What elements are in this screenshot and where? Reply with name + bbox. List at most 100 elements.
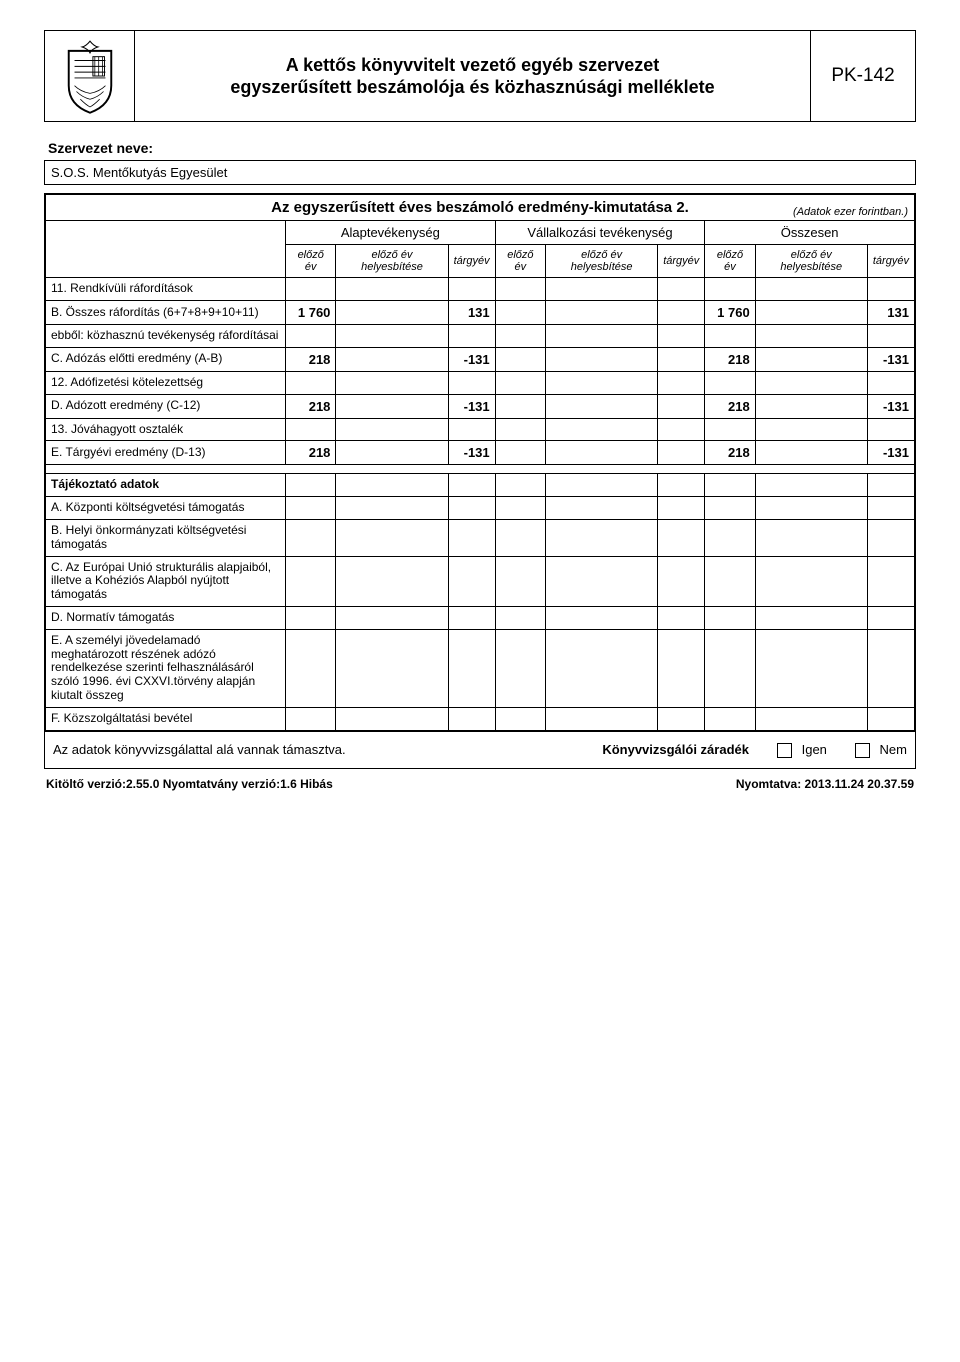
checkbox-icon[interactable] <box>777 743 792 758</box>
row-label: A. Központi költségvetési támogatás <box>46 497 286 520</box>
footer-right: Nyomtatva: 2013.11.24 20.37.59 <box>736 777 914 791</box>
cell-value <box>705 418 755 441</box>
table-title-cell: Az egyszerűsített éves beszámoló eredmén… <box>46 195 915 221</box>
cell-value <box>286 629 336 707</box>
cell-value <box>336 418 448 441</box>
table-row: C. Az Európai Unió strukturális alapjaib… <box>46 556 915 606</box>
cell-value <box>448 606 495 629</box>
row-label: E. A személyi jövedelamadó meghatározott… <box>46 629 286 707</box>
cell-value <box>495 300 545 324</box>
col-6: tárgyév <box>658 245 705 278</box>
cell-value <box>658 629 705 707</box>
cell-value <box>286 606 336 629</box>
cell-value <box>495 394 545 418</box>
cell-value <box>546 418 658 441</box>
table-row: D. Adózott eredmény (C-12)218-131218-131 <box>46 394 915 418</box>
cell-value <box>546 300 658 324</box>
cell-value <box>658 556 705 606</box>
section-info-label: Tájékoztató adatok <box>46 474 286 497</box>
row-label: C. Adózás előtti eredmény (A-B) <box>46 347 286 371</box>
org-name-value: S.O.S. Mentőkutyás Egyesület <box>44 160 916 185</box>
cell-value <box>867 519 914 556</box>
cell-value <box>546 347 658 371</box>
cell-value <box>495 606 545 629</box>
audit-heading: Könyvvizsgálói záradék <box>602 742 749 757</box>
cell-value <box>336 629 448 707</box>
cell-value: -131 <box>448 347 495 371</box>
cell-value <box>755 556 867 606</box>
row-label: D. Normatív támogatás <box>46 606 286 629</box>
cell-value <box>705 629 755 707</box>
cell-value <box>546 324 658 347</box>
cell-value <box>546 394 658 418</box>
cell-value <box>755 629 867 707</box>
table-row: 11. Rendkívüli ráfordítások <box>46 278 915 301</box>
cell-value: 131 <box>867 300 914 324</box>
cell-value <box>705 278 755 301</box>
cell-value <box>867 556 914 606</box>
cell-value <box>336 300 448 324</box>
cell-value <box>705 324 755 347</box>
cell-value <box>546 497 658 520</box>
cell-value <box>448 629 495 707</box>
cell-value <box>495 347 545 371</box>
cell-value <box>705 707 755 730</box>
cell-value: 218 <box>705 347 755 371</box>
cell-value <box>867 497 914 520</box>
cell-value <box>448 371 495 394</box>
table-row: B. Helyi önkormányzati költségvetési tám… <box>46 519 915 556</box>
col-3: tárgyév <box>448 245 495 278</box>
cell-value <box>336 707 448 730</box>
row-label: B. Összes ráfordítás (6+7+8+9+10+11) <box>46 300 286 324</box>
cell-value: -131 <box>448 441 495 465</box>
col-7: előző év <box>705 245 755 278</box>
results-table-wrap: Az egyszerűsített éves beszámoló eredmén… <box>44 193 916 769</box>
cell-value <box>336 519 448 556</box>
cell-value <box>448 278 495 301</box>
title-line2: egyszerűsített beszámolója és közhasznús… <box>230 77 714 97</box>
cell-value <box>755 278 867 301</box>
row-label: 11. Rendkívüli ráfordítások <box>46 278 286 301</box>
cell-value <box>755 497 867 520</box>
cell-value <box>867 418 914 441</box>
table-row: C. Adózás előtti eredmény (A-B)218-13121… <box>46 347 915 371</box>
audit-yes-option: Igen <box>777 742 827 758</box>
cell-value <box>448 556 495 606</box>
table-row: F. Közszolgáltatási bevétel <box>46 707 915 730</box>
col-5: előző év helyesbítése <box>546 245 658 278</box>
cell-value <box>286 371 336 394</box>
cell-value <box>867 371 914 394</box>
col-8: előző év helyesbítése <box>755 245 867 278</box>
cell-value <box>755 347 867 371</box>
cell-value <box>755 371 867 394</box>
cell-value <box>658 300 705 324</box>
row-label: C. Az Európai Unió strukturális alapjaib… <box>46 556 286 606</box>
cell-value <box>495 497 545 520</box>
blank-corner <box>46 221 286 278</box>
cell-value <box>336 324 448 347</box>
cell-value <box>658 519 705 556</box>
audit-text: Az adatok könyvvizsgálattal alá vannak t… <box>53 742 574 757</box>
cell-value <box>286 707 336 730</box>
table-row: E. Tárgyévi eredmény (D-13)218-131218-13… <box>46 441 915 465</box>
cell-value <box>546 519 658 556</box>
table-row: E. A személyi jövedelamadó meghatározott… <box>46 629 915 707</box>
cell-value <box>867 324 914 347</box>
cell-value <box>336 371 448 394</box>
table-row: A. Központi költségvetési támogatás <box>46 497 915 520</box>
table-row: B. Összes ráfordítás (6+7+8+9+10+11)1 76… <box>46 300 915 324</box>
cell-value <box>286 278 336 301</box>
cell-value: -131 <box>867 394 914 418</box>
group-2: Vállalkozási tevékenység <box>495 221 705 245</box>
row-label: F. Közszolgáltatási bevétel <box>46 707 286 730</box>
cell-value <box>755 519 867 556</box>
table-row: 12. Adófizetési kötelezettség <box>46 371 915 394</box>
results-table: Az egyszerűsített éves beszámoló eredmén… <box>45 194 915 731</box>
cell-value <box>336 556 448 606</box>
cell-value <box>336 347 448 371</box>
checkbox-icon[interactable] <box>855 743 870 758</box>
cell-value <box>705 556 755 606</box>
cell-value <box>658 394 705 418</box>
cell-value <box>705 497 755 520</box>
form-title: A kettős könyvvitelt vezető egyéb szerve… <box>135 31 810 121</box>
